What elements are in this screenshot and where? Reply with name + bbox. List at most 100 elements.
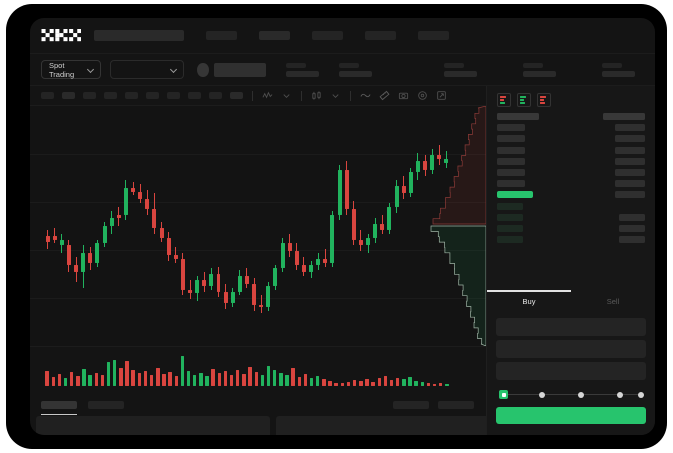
candle: [401, 106, 406, 346]
tab-open-orders[interactable]: [41, 401, 77, 415]
toolbar-divider: [252, 90, 253, 101]
volume-bar: [279, 372, 283, 386]
trading-pair-dropdown[interactable]: [109, 60, 185, 79]
volume-bar: [63, 377, 68, 386]
ob-mode-both-icon[interactable]: [497, 93, 511, 107]
orderbook-row[interactable]: [497, 168, 645, 176]
timeframe-button-1w[interactable]: [188, 92, 201, 99]
candle: [301, 106, 306, 346]
volume-bar: [82, 369, 86, 386]
slider-stop-75[interactable]: [617, 391, 623, 398]
candle: [266, 106, 271, 346]
tab-buy[interactable]: Buy: [487, 290, 571, 312]
nav-item-derivatives[interactable]: [312, 31, 343, 40]
orderbook-row[interactable]: [497, 146, 645, 154]
candle: [337, 106, 342, 346]
volume-bar: [174, 375, 178, 386]
orderbook-row[interactable]: [497, 180, 645, 188]
orders-cancel-all-button[interactable]: [438, 401, 474, 409]
timeframe-button-30m[interactable]: [104, 92, 117, 99]
timeframe-button-1m[interactable]: [41, 92, 54, 99]
orderbook-rows[interactable]: [487, 107, 655, 244]
volume-bar: [125, 360, 129, 386]
volume-bar: [76, 376, 80, 386]
orderbook-row[interactable]: [497, 224, 645, 232]
volume-bar: [266, 366, 271, 386]
orderbook-row[interactable]: [497, 191, 645, 199]
orderbook-row[interactable]: [497, 213, 645, 221]
market-stat-24h-volume: [523, 62, 556, 77]
order-total-field[interactable]: [496, 362, 646, 380]
volume-histogram: [30, 346, 486, 394]
order-amount-field[interactable]: [496, 340, 646, 358]
volume-bar: [414, 380, 418, 386]
ob-mode-asks-icon[interactable]: [537, 93, 551, 107]
ruler-icon[interactable]: [379, 90, 390, 101]
slider-stop-25[interactable]: [539, 391, 545, 398]
orderbook-row[interactable]: [497, 157, 645, 165]
tab-order-history[interactable]: [88, 401, 124, 409]
candle: [209, 106, 214, 346]
order-amount-slider[interactable]: [499, 390, 644, 399]
volume-bar: [377, 378, 381, 386]
candlestick-chart[interactable]: [30, 106, 486, 346]
volume-bar: [45, 371, 49, 386]
timeframe-button-15m[interactable]: [83, 92, 96, 99]
orderbook-row[interactable]: [497, 135, 645, 143]
orderbook-row[interactable]: [497, 202, 645, 210]
nav-item-trade[interactable]: [259, 31, 290, 40]
volume-bar: [420, 382, 425, 386]
orderbook-row-left: [497, 213, 523, 221]
timeframe-button-1M[interactable]: [209, 92, 222, 99]
chevron-down-icon[interactable]: [330, 90, 341, 101]
candle-type-icon[interactable]: [311, 90, 322, 101]
volume-bar: [426, 382, 431, 386]
candle: [387, 106, 392, 346]
volume-bar: [242, 373, 246, 386]
candle: [366, 106, 371, 346]
slider-stop-50[interactable]: [578, 391, 584, 398]
candle: [280, 106, 285, 346]
orderbook-panel: Buy Sell: [486, 86, 655, 435]
search-input[interactable]: [94, 30, 184, 41]
bottom-panel-left[interactable]: [36, 416, 270, 435]
chevron-down-icon[interactable]: [281, 90, 292, 101]
candle: [259, 106, 264, 346]
timeframe-button-5m[interactable]: [62, 92, 75, 99]
fullscreen-icon[interactable]: [436, 90, 447, 101]
chart-toolbar: [30, 86, 486, 106]
timeframe-button-1h[interactable]: [125, 92, 138, 99]
volume-bar: [316, 375, 320, 386]
orderbook-row[interactable]: [497, 113, 645, 120]
orderbook-row[interactable]: [497, 124, 645, 132]
timeframe-button-1d[interactable]: [167, 92, 180, 99]
okx-logo-icon[interactable]: [41, 29, 81, 42]
slider-handle[interactable]: [499, 390, 508, 399]
orders-filter-button[interactable]: [393, 401, 429, 409]
orderbook-row[interactable]: [497, 236, 645, 244]
tab-sell[interactable]: Sell: [571, 290, 655, 312]
nav-item-earn[interactable]: [365, 31, 396, 40]
indicators-icon[interactable]: [262, 90, 273, 101]
trading-mode-dropdown[interactable]: Spot Trading: [41, 60, 101, 79]
candle: [152, 106, 157, 346]
camera-icon[interactable]: [398, 90, 409, 101]
timeframe-button-4h[interactable]: [146, 92, 159, 99]
slider-stop-100[interactable]: [638, 391, 644, 398]
settings-icon[interactable]: [417, 90, 428, 101]
timeframe-button-more[interactable]: [230, 92, 243, 99]
ob-mode-bids-icon[interactable]: [517, 93, 531, 107]
line-chart-icon[interactable]: [360, 90, 371, 101]
nav-item-more[interactable]: [418, 31, 449, 40]
volume-bar: [432, 383, 437, 386]
nav-item-markets[interactable]: [206, 31, 237, 40]
order-price-field[interactable]: [496, 318, 646, 336]
candle: [344, 106, 349, 346]
place-buy-order-button[interactable]: [496, 407, 646, 424]
volume-bar: [395, 377, 400, 386]
volume-bar: [137, 373, 142, 386]
candle: [394, 106, 399, 346]
market-stat-24h-change: [286, 62, 319, 77]
volume-bar: [57, 373, 62, 386]
candle: [180, 106, 185, 346]
